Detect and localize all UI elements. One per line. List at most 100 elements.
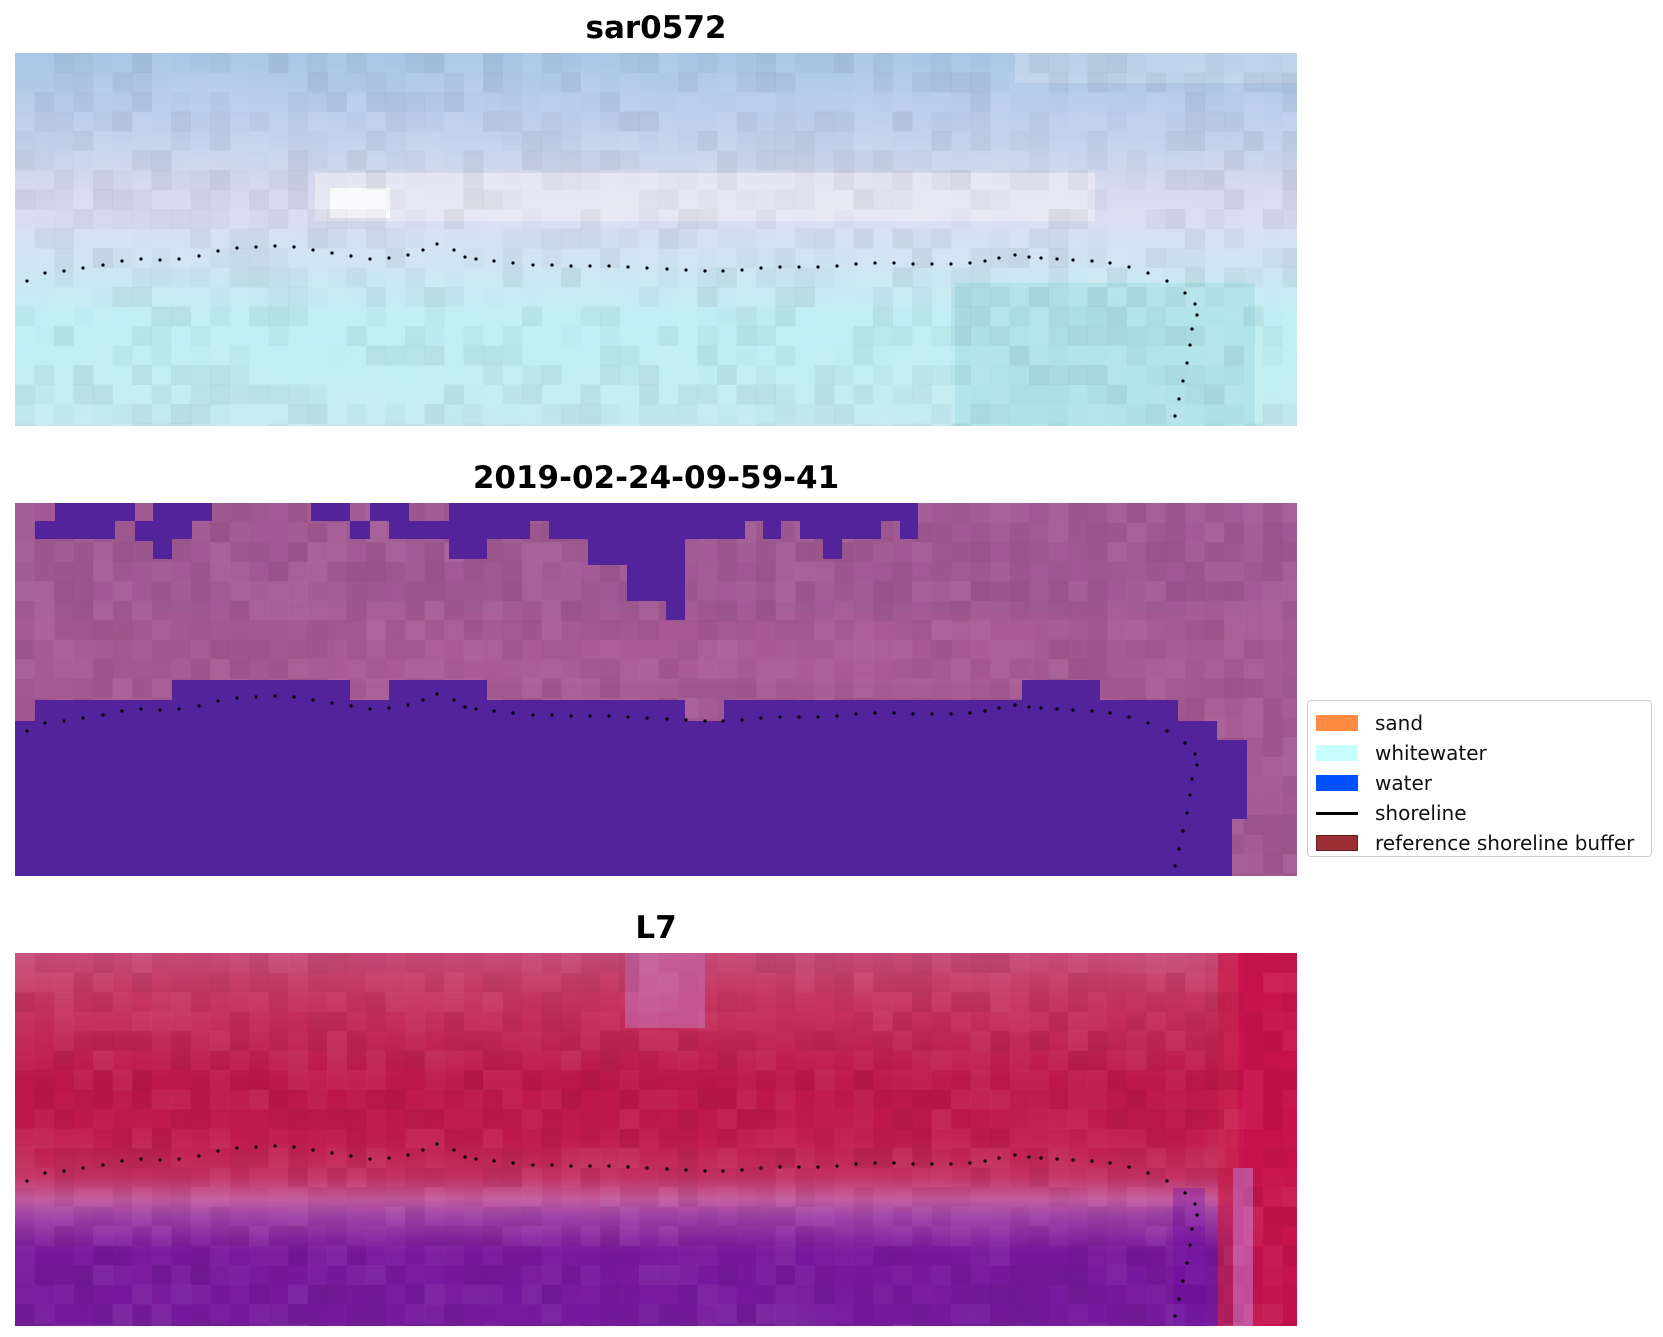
shoreline-point: [1195, 763, 1199, 767]
shoreline-point: [1127, 265, 1131, 269]
shoreline-point: [588, 1164, 592, 1168]
shoreline-point: [474, 257, 478, 261]
shoreline-point: [311, 1148, 315, 1152]
shoreline-point: [435, 242, 439, 246]
shoreline-point: [721, 1169, 725, 1173]
shoreline-point: [1177, 1297, 1181, 1301]
shoreline-point: [983, 709, 987, 713]
shoreline-point: [406, 703, 410, 707]
shoreline-point: [1165, 1179, 1169, 1183]
shoreline-point: [273, 694, 277, 698]
shoreline-point: [197, 254, 201, 258]
shoreline-point: [1193, 1202, 1197, 1206]
shoreline-point: [873, 711, 877, 715]
shoreline-point: [835, 264, 839, 268]
shoreline-point: [1071, 258, 1075, 262]
shoreline-point: [1013, 703, 1017, 707]
shoreline-point: [492, 259, 496, 263]
shoreline-point: [1181, 379, 1185, 383]
shoreline-point: [387, 256, 391, 260]
shoreline-point: [607, 714, 611, 718]
shoreline-point: [997, 256, 1001, 260]
shoreline-point: [684, 1168, 688, 1172]
legend-label-buffer: reference shoreline buffer: [1375, 831, 1635, 855]
shoreline-point: [797, 265, 801, 269]
shoreline-point: [368, 707, 372, 711]
shoreline-point: [968, 261, 972, 265]
shoreline-point: [158, 1158, 162, 1162]
shoreline-point: [816, 1165, 820, 1169]
shoreline-point: [474, 707, 478, 711]
legend-swatch-buffer: [1316, 835, 1358, 851]
shoreline-point: [1013, 1153, 1017, 1157]
shoreline-point: [892, 261, 896, 265]
shoreline-point: [311, 248, 315, 252]
legend-swatch-water: [1316, 775, 1358, 791]
shoreline-point: [626, 1165, 630, 1169]
shoreline-point: [62, 719, 66, 723]
pixel-grid: [15, 53, 1297, 426]
shoreline-point: [1181, 1279, 1185, 1283]
legend-item-shoreline: shoreline: [1316, 798, 1651, 828]
shoreline-point: [406, 253, 410, 257]
shoreline-point: [550, 713, 554, 717]
shoreline-point: [81, 716, 85, 720]
shoreline-point: [569, 1164, 573, 1168]
shoreline-point: [1146, 1171, 1150, 1175]
shoreline-point: [740, 1168, 744, 1172]
shoreline-point: [311, 698, 315, 702]
shoreline-point: [120, 709, 124, 713]
legend-label-water: water: [1375, 771, 1432, 795]
shoreline-point: [797, 1165, 801, 1169]
shoreline-point: [235, 246, 239, 250]
shoreline-point: [463, 1155, 467, 1159]
water-mask-bottom: [15, 680, 1247, 876]
shoreline-point: [492, 709, 496, 713]
shoreline-point: [1190, 777, 1194, 781]
image-panel-classified: [15, 503, 1297, 876]
shoreline-point: [1055, 257, 1059, 261]
legend-line-shoreline: [1316, 811, 1358, 815]
shoreline-point: [1055, 1157, 1059, 1161]
shoreline-point: [665, 267, 669, 271]
shoreline-point: [983, 1159, 987, 1163]
shoreline-point: [120, 259, 124, 263]
shoreline-point: [1193, 752, 1197, 756]
shoreline-point: [435, 692, 439, 696]
shoreline-point: [949, 1162, 953, 1166]
shoreline-point: [684, 718, 688, 722]
shoreline-point: [607, 1164, 611, 1168]
shoreline-point: [25, 729, 29, 733]
shoreline-point: [349, 1154, 353, 1158]
shoreline-point: [1185, 811, 1189, 815]
shoreline-point: [1027, 255, 1031, 259]
shoreline-point: [511, 261, 515, 265]
shoreline-point: [797, 715, 801, 719]
shoreline-point: [452, 698, 456, 702]
shoreline-point: [1177, 847, 1181, 851]
pixel-grid: [15, 953, 1297, 1326]
shoreline-point: [930, 712, 934, 716]
shoreline-point: [101, 713, 105, 717]
shoreline-point: [1039, 1156, 1043, 1160]
shoreline-point: [292, 245, 296, 249]
shoreline-point: [949, 262, 953, 266]
shoreline-point: [158, 708, 162, 712]
shoreline-point: [1127, 715, 1131, 719]
shoreline-dots: [25, 242, 1199, 418]
shoreline-point: [177, 1157, 181, 1161]
shoreline-point: [531, 263, 535, 267]
shoreline-point: [25, 279, 29, 283]
shoreline-point: [254, 695, 258, 699]
legend-label-sand: sand: [1375, 711, 1424, 735]
shoreline-point: [550, 263, 554, 267]
shoreline-point: [1013, 253, 1017, 257]
shoreline-point: [1183, 291, 1187, 295]
shoreline-point: [759, 1166, 763, 1170]
legend-swatch-sand: [1316, 715, 1358, 731]
shoreline-point: [254, 245, 258, 249]
shoreline-point: [930, 1162, 934, 1166]
shoreline-point: [1090, 259, 1094, 263]
shoreline-point: [854, 262, 858, 266]
panel-title-date: 2019-02-24-09-59-41: [472, 460, 840, 496]
